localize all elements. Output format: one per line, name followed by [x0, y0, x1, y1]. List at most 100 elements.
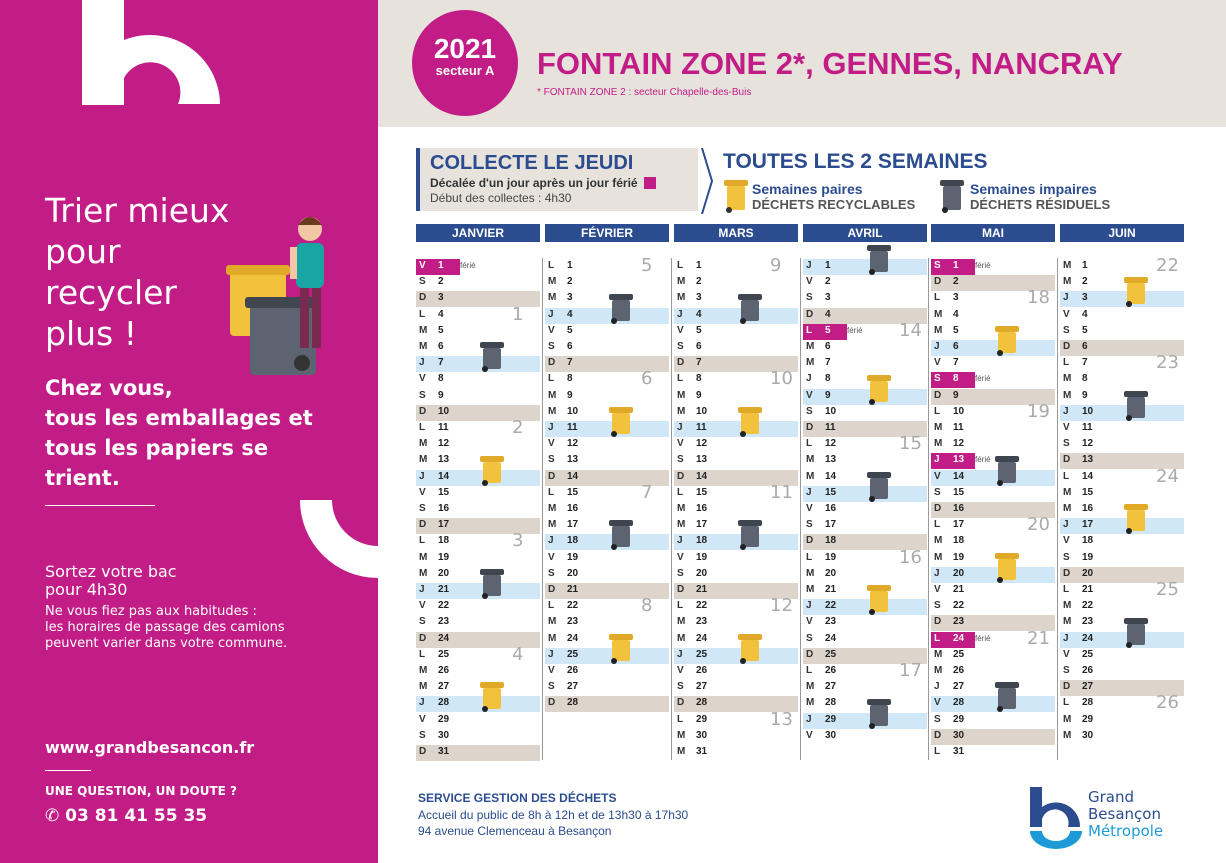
- day-letter: V: [1063, 422, 1070, 433]
- day-letter: L: [806, 665, 813, 676]
- day-number: 22: [696, 600, 708, 612]
- grey-bin-icon: [736, 519, 764, 556]
- day-letter: L: [806, 438, 813, 450]
- day-row: S 26: [1060, 664, 1184, 680]
- day-letter: S: [677, 681, 684, 693]
- day-number: 4: [825, 308, 831, 320]
- phone-number[interactable]: ✆ 03 81 41 55 35: [45, 806, 208, 826]
- service-hours: Accueil du public de 8h à 12h et de 13h3…: [418, 808, 689, 822]
- day-number: 2: [567, 276, 573, 288]
- bac-text-line: les horaires de passage des camions: [45, 620, 285, 635]
- yellow-bin-icon: [865, 374, 893, 411]
- day-letter: M: [419, 341, 428, 352]
- day-number: 12: [438, 438, 450, 450]
- day-letter: V: [677, 665, 684, 676]
- day-row: D 16: [931, 502, 1055, 518]
- day-letter: J: [677, 648, 683, 660]
- day-row: L 31: [931, 745, 1055, 761]
- day-letter: M: [1063, 276, 1072, 288]
- ferie-label: férié: [975, 633, 991, 643]
- day-letter: D: [677, 584, 685, 595]
- day-row: J 18: [674, 520, 798, 551]
- day-row: S 22: [931, 599, 1055, 615]
- day-number: 19: [567, 551, 579, 563]
- legend-even: Semaines paires DÉCHETS RECYCLABLES: [752, 181, 915, 212]
- month-header: MAI: [931, 224, 1055, 242]
- day-number: 10: [438, 405, 450, 417]
- day-number: 27: [696, 681, 708, 693]
- day-row: M 14: [803, 470, 927, 486]
- day-number: 7: [696, 357, 702, 369]
- day-number: 30: [1082, 729, 1094, 741]
- yellow-bin-icon: [478, 681, 506, 718]
- slogan2-line: tous les papiers se trient.: [45, 436, 269, 490]
- bac-text-line: peuvent varier dans votre commune.: [45, 636, 288, 651]
- day-letter: L: [934, 292, 941, 304]
- day-number: 20: [953, 567, 965, 579]
- day-letter: J: [419, 584, 425, 595]
- day-number: 6: [953, 341, 959, 352]
- day-number: 25: [438, 648, 450, 660]
- grey-bin-icon: [865, 698, 893, 735]
- day-row: D 27: [1060, 680, 1184, 697]
- day-row: M 27: [416, 680, 540, 696]
- day-number: 26: [438, 665, 450, 676]
- day-letter: M: [1063, 729, 1072, 741]
- page-subtitle: * FONTAIN ZONE 2 : secteur Chapelle-des-…: [537, 87, 752, 98]
- day-number: 31: [953, 746, 965, 757]
- slogan2-line: Chez vous,: [45, 376, 173, 400]
- day-number: 27: [438, 681, 450, 693]
- day-number: 22: [953, 600, 965, 612]
- day-number: 16: [567, 503, 579, 514]
- day-number: 20: [438, 567, 450, 579]
- day-number: 7: [825, 357, 831, 369]
- day-number: 8: [696, 373, 702, 385]
- website-link[interactable]: www.grandbesancon.fr: [45, 738, 255, 757]
- day-number: 23: [825, 616, 837, 628]
- day-row: J 20: [931, 552, 1055, 583]
- day-letter: L: [806, 324, 813, 336]
- week-number: 11: [770, 481, 793, 503]
- day-letter: J: [806, 600, 812, 612]
- day-number: 18: [1082, 535, 1094, 547]
- day-number: 4: [438, 308, 444, 320]
- day-letter: V: [1063, 648, 1070, 660]
- day-row: M 23: [1060, 615, 1184, 631]
- day-letter: M: [934, 308, 943, 320]
- day-row: M 31: [674, 745, 798, 761]
- week-number: 3: [512, 530, 524, 552]
- day-row: L 25: [416, 648, 540, 664]
- day-number: 19: [953, 551, 965, 563]
- day-letter: V: [419, 600, 426, 612]
- week-number: 21: [1027, 627, 1050, 649]
- day-row: D 31: [416, 745, 540, 761]
- day-letter: J: [548, 648, 554, 660]
- day-row: V 22: [416, 599, 540, 615]
- brand-name: Grand Besançon Métropole: [1088, 789, 1163, 840]
- slogan-secondary: Chez vous, tous les emballages et tous l…: [45, 373, 345, 493]
- day-row: D 24: [416, 631, 540, 648]
- day-letter: S: [806, 292, 813, 304]
- day-row: S 19: [1060, 551, 1184, 567]
- day-number: 11: [696, 422, 707, 433]
- day-number: 27: [825, 681, 837, 693]
- day-number: 26: [953, 665, 965, 676]
- day-number: 23: [696, 616, 708, 628]
- yellow-bin-icon: [993, 552, 1021, 589]
- day-letter: V: [806, 729, 813, 741]
- day-letter: M: [677, 519, 686, 531]
- day-number: 12: [953, 438, 965, 450]
- day-letter: S: [419, 503, 426, 514]
- day-number: 5: [825, 324, 831, 336]
- day-row: J 13 férié: [931, 453, 1055, 470]
